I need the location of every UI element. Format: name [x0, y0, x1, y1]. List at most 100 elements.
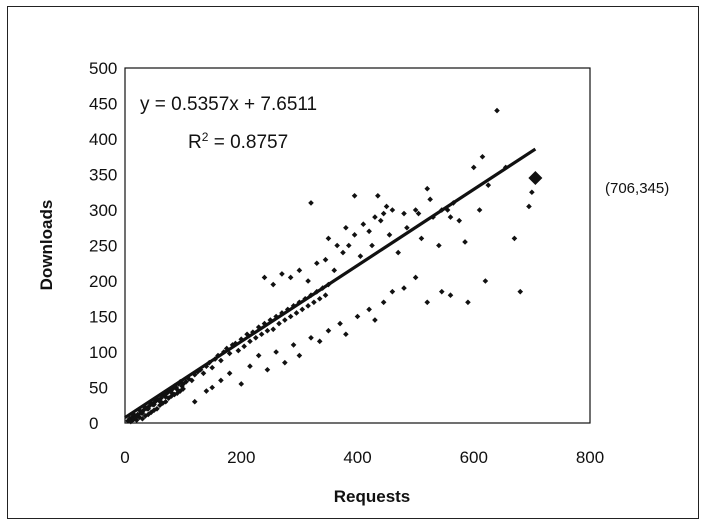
data-point	[316, 338, 323, 345]
data-point	[279, 271, 285, 277]
x-tick-label: 0	[120, 448, 129, 467]
data-point	[412, 274, 419, 281]
y-tick-label: 50	[89, 379, 108, 398]
data-point	[418, 235, 425, 242]
data-point	[282, 317, 288, 323]
data-point	[226, 370, 233, 377]
data-point	[386, 232, 393, 238]
data-point	[218, 377, 224, 384]
data-point	[174, 386, 181, 393]
data-point	[322, 256, 329, 263]
data-point	[299, 306, 306, 313]
data-point	[145, 411, 152, 418]
data-point	[168, 389, 175, 396]
data-point	[133, 413, 140, 420]
data-point	[273, 349, 279, 355]
data-point	[447, 292, 454, 298]
highlight-point	[528, 171, 543, 186]
data-point	[375, 193, 381, 199]
data-point	[290, 342, 297, 348]
y-tick-label: 500	[89, 59, 117, 78]
data-point	[404, 224, 410, 231]
data-point	[133, 417, 140, 423]
data-point	[436, 242, 442, 249]
data-point	[180, 386, 186, 392]
data-point	[264, 327, 271, 334]
data-point	[383, 203, 390, 210]
data-point	[401, 210, 407, 217]
data-point	[401, 285, 407, 291]
plot-area	[124, 67, 591, 424]
data-point	[354, 313, 361, 320]
data-point	[331, 267, 338, 274]
data-point	[162, 393, 169, 400]
x-axis: 0 200 400 600 800	[120, 448, 604, 467]
y-tick-label: 100	[89, 343, 117, 362]
y-tick-label: 250	[89, 237, 117, 256]
data-point	[209, 364, 215, 371]
data-point	[462, 239, 468, 245]
data-point	[314, 260, 320, 267]
data-point	[316, 295, 323, 302]
data-point	[282, 359, 288, 366]
data-points	[125, 107, 535, 425]
data-point	[200, 370, 207, 377]
y-tick-label: 300	[89, 201, 117, 220]
data-point	[438, 288, 445, 295]
data-point	[226, 350, 233, 357]
highlight-label: (706,345)	[605, 180, 669, 197]
data-point	[296, 352, 303, 359]
data-point	[145, 406, 152, 412]
data-point	[235, 347, 242, 354]
data-point	[360, 221, 367, 227]
data-point	[345, 242, 352, 249]
data-point	[157, 398, 163, 404]
data-point	[276, 320, 282, 327]
data-point	[139, 410, 146, 416]
data-point	[340, 249, 346, 256]
data-point	[494, 107, 500, 114]
data-point	[287, 274, 294, 281]
data-point	[191, 398, 198, 405]
data-point	[343, 224, 349, 231]
data-point	[255, 324, 262, 330]
data-point	[169, 386, 176, 392]
data-point	[179, 383, 185, 389]
data-point	[189, 377, 195, 384]
data-point	[305, 278, 311, 284]
data-point	[517, 288, 524, 295]
data-point	[258, 331, 265, 338]
data-point	[526, 203, 532, 210]
data-point	[270, 281, 277, 288]
data-point	[238, 381, 245, 387]
data-point	[424, 299, 431, 306]
data-point	[482, 278, 489, 284]
data-point	[529, 189, 535, 196]
data-point	[369, 242, 375, 249]
y-axis-title: Downloads	[37, 200, 56, 291]
data-point	[377, 217, 384, 224]
data-point	[180, 381, 186, 387]
data-point	[366, 228, 372, 235]
y-tick-label: 200	[89, 272, 117, 291]
data-point	[152, 398, 159, 405]
data-point	[427, 196, 433, 203]
data-point	[218, 357, 224, 364]
data-point	[252, 335, 259, 341]
data-point	[287, 313, 294, 320]
x-axis-title: Requests	[334, 487, 411, 506]
y-tick-label: 150	[89, 308, 117, 327]
data-point	[380, 299, 387, 306]
y-axis: 0 50 100 150 200 250 300 350 400 450 500	[89, 59, 117, 433]
data-point	[389, 288, 396, 295]
chart-frame	[7, 6, 699, 519]
data-point	[415, 210, 422, 217]
data-point	[325, 235, 332, 242]
x-tick-label: 800	[576, 448, 604, 467]
data-point	[247, 363, 253, 369]
data-point	[148, 409, 154, 416]
data-point	[162, 398, 169, 405]
data-point	[372, 214, 378, 220]
y-tick-label: 350	[89, 166, 117, 185]
data-point	[470, 164, 477, 171]
